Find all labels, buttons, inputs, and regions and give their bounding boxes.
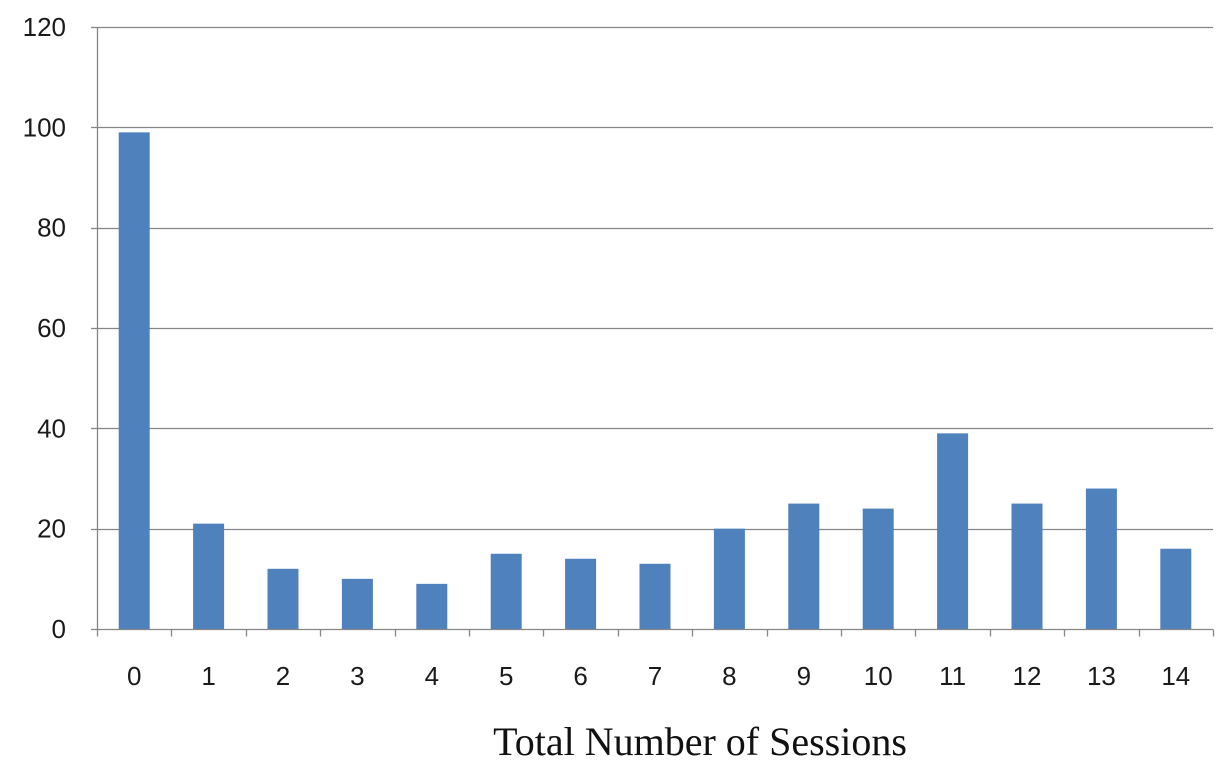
- y-tick-label: 120: [23, 12, 66, 42]
- x-tick-label: 13: [1087, 661, 1116, 691]
- x-tick-label: 2: [276, 661, 290, 691]
- bar-8: [713, 528, 745, 629]
- x-tick-label: 7: [648, 661, 662, 691]
- bar-5: [490, 553, 522, 629]
- bar-14: [1160, 548, 1192, 629]
- bar-6: [565, 558, 597, 629]
- y-tick-label: 20: [37, 514, 66, 544]
- x-tick-label: 9: [797, 661, 811, 691]
- bar-9: [788, 503, 820, 629]
- bar-3: [341, 578, 373, 629]
- bar-10: [862, 508, 894, 629]
- x-tick-label: 8: [722, 661, 736, 691]
- x-tick-label: 1: [201, 661, 215, 691]
- bar-12: [1011, 503, 1043, 629]
- bar-2: [267, 568, 299, 629]
- bars: [118, 132, 1192, 629]
- x-tick-label: 11: [939, 661, 966, 691]
- y-tick-label: 40: [37, 413, 66, 443]
- bar-13: [1085, 488, 1117, 629]
- x-tick-label: 0: [127, 661, 141, 691]
- y-tick-label: 0: [52, 614, 66, 644]
- x-tick-label: 3: [350, 661, 364, 691]
- x-tick-label: 5: [499, 661, 513, 691]
- y-tick-label: 80: [37, 213, 66, 243]
- bar-11: [937, 433, 969, 629]
- bar-1: [193, 523, 225, 629]
- x-tick-label: 14: [1161, 661, 1190, 691]
- y-tick-label: 100: [23, 112, 66, 142]
- x-axis-title: Total Number of Sessions: [493, 719, 907, 764]
- x-axis-tick-labels: 0 1 2 3 4 5 6 7 8 9 10 11 12 13 14: [127, 661, 1190, 691]
- bar-4: [416, 583, 448, 629]
- x-tick-label: 10: [864, 661, 893, 691]
- axes: [91, 26, 1215, 637]
- x-tick-label: 12: [1013, 661, 1042, 691]
- x-tick-label: 4: [425, 661, 439, 691]
- bar-7: [639, 563, 671, 629]
- gridlines: [97, 26, 1213, 531]
- bar-0: [118, 132, 150, 629]
- x-tick-label: 6: [573, 661, 587, 691]
- y-tick-label: 60: [37, 313, 66, 343]
- y-axis-tick-labels: 0 20 40 60 80 100 120: [23, 12, 66, 644]
